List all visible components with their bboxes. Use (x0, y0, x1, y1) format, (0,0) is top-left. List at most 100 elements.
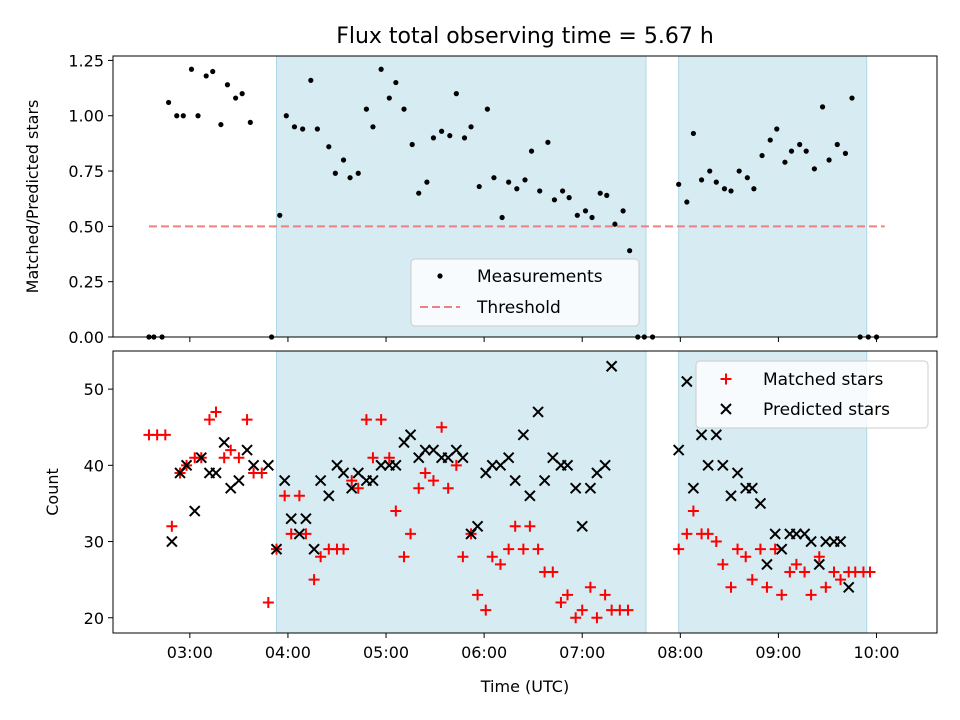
measurement-point (308, 77, 314, 83)
predicted-star-point (314, 474, 327, 487)
measurement-point (545, 139, 551, 145)
matched-star-point (346, 475, 358, 487)
y-tick-label: 40 (84, 456, 104, 475)
predicted-star-point (754, 497, 767, 510)
matched-star-point (203, 414, 215, 426)
matched-star-point (262, 597, 274, 609)
matched-star-point (315, 551, 327, 563)
matched-star-point (547, 566, 559, 578)
predicted-star-point (569, 482, 582, 494)
matched-star-point (480, 604, 492, 616)
measurement-point (439, 128, 445, 134)
x-tick-label: 06:00 (461, 643, 507, 662)
measurement-point (612, 221, 618, 227)
x-tick-label: 07:00 (559, 643, 605, 662)
predicted-star-point (404, 429, 417, 441)
measurement-point (409, 141, 415, 148)
predicted-star-point (285, 512, 297, 525)
measurement-point (744, 175, 750, 181)
x-tick-label: 09:00 (755, 643, 801, 662)
predicted-star-point (247, 459, 260, 472)
matched-star-point (687, 505, 699, 517)
predicted-star-point (524, 490, 536, 502)
measurement-point (684, 199, 690, 205)
measurement-point (811, 166, 817, 172)
matched-star-point (710, 536, 722, 548)
matched-star-point (367, 452, 379, 464)
legend-plus-icon (720, 373, 732, 385)
predicted-star-point (210, 467, 222, 479)
predicted-star-point (166, 535, 178, 548)
measurement-point (774, 126, 780, 132)
matched-star-point (352, 482, 364, 494)
measurement-point (767, 137, 773, 143)
predicted-star-point (233, 474, 245, 487)
matched-star-point (681, 528, 693, 540)
measurement-point (707, 168, 713, 174)
measurement-point (326, 144, 332, 150)
measurement-point (690, 130, 696, 137)
measurement-point (416, 190, 422, 196)
predicted-star-point (218, 436, 230, 449)
measurement-point (476, 183, 482, 190)
legend: Measurements Threshold (410, 258, 640, 327)
measurement-point (842, 150, 849, 156)
matched-star-point (702, 528, 714, 540)
predicted-star-point (576, 520, 588, 533)
matched-star-point (864, 566, 876, 578)
matched-star-point (717, 558, 729, 570)
measurement-point (378, 66, 384, 72)
legend-x-icon (720, 403, 732, 415)
axes-frame (112, 55, 938, 338)
matched-star-point (308, 574, 320, 586)
matched-star-point (509, 520, 521, 532)
y-axis-label: Matched/Predicted stars (23, 100, 42, 294)
measurement-point (461, 135, 468, 141)
matched-star-point (570, 612, 582, 624)
predicted-star-point (775, 543, 788, 555)
predicted-star-point (599, 459, 611, 472)
measurement-point (203, 73, 209, 79)
measurement-point (826, 157, 832, 163)
predicted-star-point (769, 528, 781, 540)
matched-star-point (746, 574, 758, 586)
predicted-star-point (731, 467, 744, 479)
matched-star-point (241, 414, 253, 426)
measurement-point (233, 95, 239, 101)
matched-star-point (784, 566, 796, 578)
predicted-star-point (717, 459, 729, 472)
measurement-point (597, 190, 603, 196)
predicted-star-point (761, 558, 773, 571)
predicted-star-point (323, 490, 335, 502)
x-tick-label: 08:00 (657, 643, 703, 662)
predicted-star-point (681, 375, 693, 388)
matched-star-point (835, 574, 847, 586)
matched-star-point (375, 414, 387, 426)
y-tick-label: 0.25 (68, 273, 104, 292)
measurement-point (759, 152, 765, 159)
measurement-point (522, 177, 528, 183)
predicted-star-point (532, 406, 544, 418)
x-tick-label: 03:00 (167, 643, 213, 662)
predicted-star-point (457, 451, 469, 464)
predicted-star-point (308, 543, 320, 555)
predicted-star-point (337, 467, 350, 479)
predicted-star-point (509, 474, 521, 487)
matched-star-point (486, 551, 498, 563)
legend: Matched stars Predicted stars (695, 360, 929, 429)
matched-star-point (360, 414, 372, 426)
y-tick-label: 0.50 (68, 217, 104, 236)
measurement-point (291, 124, 298, 130)
predicted-star-point (367, 474, 379, 487)
measurement-point (834, 141, 840, 148)
matched-star-point (405, 528, 417, 540)
measurement-point (788, 148, 795, 154)
matched-star-point (390, 505, 402, 517)
measurement-point (247, 119, 253, 125)
matched-star-point (419, 467, 431, 479)
measurement-point (300, 126, 306, 132)
predicted-star-point (605, 360, 618, 372)
matched-star-point (338, 543, 350, 555)
measurement-point (165, 99, 172, 106)
